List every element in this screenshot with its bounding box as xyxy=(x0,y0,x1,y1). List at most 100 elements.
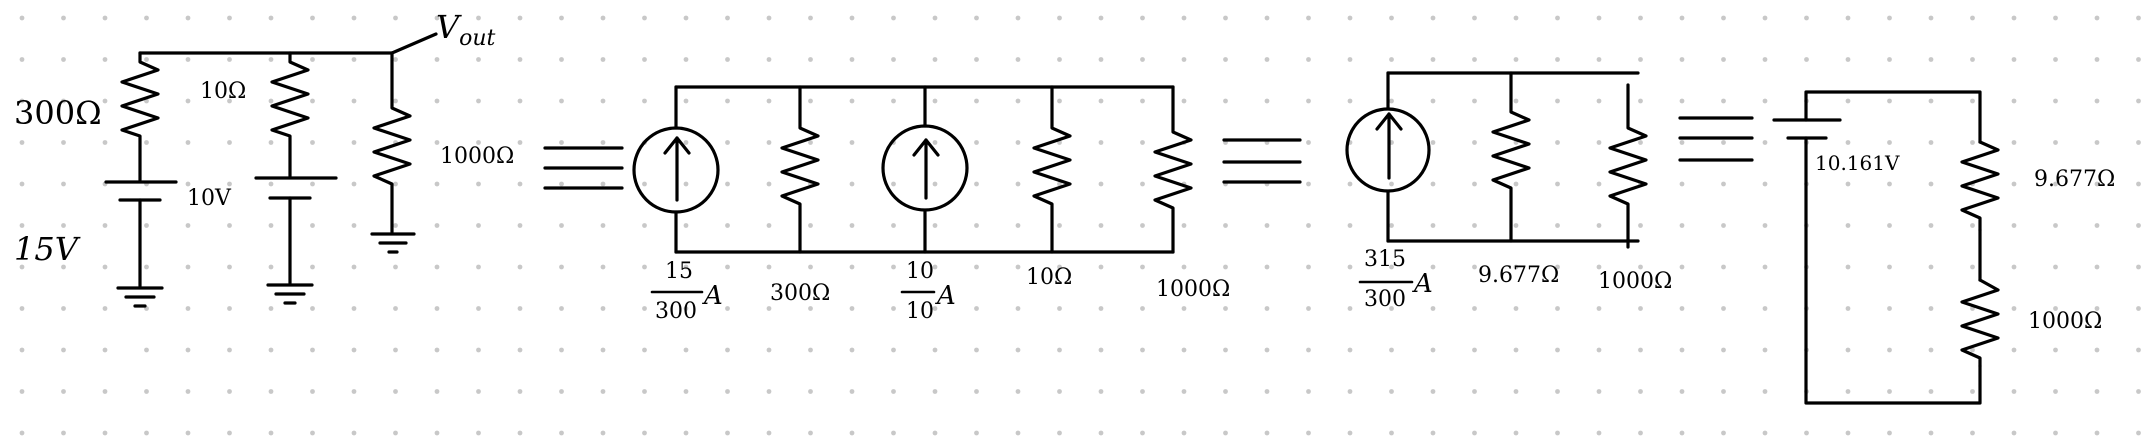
grid-dot xyxy=(185,181,191,187)
svg-text:10: 10 xyxy=(906,299,934,324)
grid-dot xyxy=(849,98,855,104)
grid-dot xyxy=(1555,223,1560,228)
circuit-combined-source: 315 300 A 9.677Ω 1000Ω xyxy=(1345,71,1672,312)
grid-dot xyxy=(1513,57,1519,62)
grid-dot xyxy=(1347,15,1353,21)
grid-dot xyxy=(351,181,357,187)
grid-dot xyxy=(1513,306,1519,311)
grid-dot xyxy=(310,347,315,353)
grid-dot xyxy=(1264,15,1270,21)
grid-dot xyxy=(1845,140,1851,145)
c1-r300-label: 300Ω xyxy=(14,94,102,132)
grid-dot xyxy=(1015,430,1021,436)
grid-dot xyxy=(642,306,647,311)
grid-dot xyxy=(19,223,25,228)
svg-text:A: A xyxy=(702,281,723,311)
grid-dot xyxy=(1181,389,1187,394)
grid-dot xyxy=(61,347,66,353)
grid-dot xyxy=(1762,223,1768,228)
grid-dot xyxy=(1721,430,1726,436)
grid-dot xyxy=(849,264,855,270)
grid-dot xyxy=(185,306,191,311)
grid-dot xyxy=(351,57,357,62)
grid-dot xyxy=(1472,98,1477,104)
c3-current-source xyxy=(1345,107,1431,193)
grid-dot xyxy=(517,223,523,228)
grid-dot xyxy=(891,306,896,311)
circuit-original: Vout 300Ω 10Ω 1000Ω 15V 10V xyxy=(14,8,514,308)
grid-dot xyxy=(1264,430,1270,436)
grid-dot xyxy=(600,347,606,353)
c3-r1000-label: 1000Ω xyxy=(1598,269,1672,294)
grid-dot xyxy=(476,223,481,228)
grid-dot xyxy=(1140,140,1145,145)
grid-dot xyxy=(891,181,896,187)
grid-dot xyxy=(1264,347,1270,353)
grid-dot xyxy=(1721,140,1726,145)
grid-dot xyxy=(476,430,481,436)
grid-dot xyxy=(102,264,108,270)
grid-dot xyxy=(2094,15,2100,21)
grid-dot xyxy=(227,264,232,270)
grid-dot xyxy=(351,98,357,104)
c2-current-source-2 xyxy=(881,124,969,212)
grid-dot xyxy=(2094,430,2100,436)
grid-dot xyxy=(1596,15,1602,21)
grid-dot xyxy=(227,389,232,394)
grid-dot xyxy=(683,181,689,187)
c2-i1-label: 15 300 A xyxy=(650,259,723,324)
grid-dot xyxy=(725,57,730,62)
grid-dot xyxy=(932,389,938,394)
grid-dot xyxy=(932,57,938,62)
grid-dot xyxy=(600,430,606,436)
grid-dot xyxy=(227,306,232,311)
grid-dot xyxy=(642,181,647,187)
grid-dot xyxy=(1721,264,1726,270)
grid-dot xyxy=(1472,430,1477,436)
grid-dot xyxy=(1223,264,1228,270)
grid-dot xyxy=(1057,430,1062,436)
grid-dot xyxy=(1887,306,1892,311)
grid-dot xyxy=(1513,430,1519,436)
grid-dot xyxy=(725,347,730,353)
grid-dot xyxy=(1430,181,1436,187)
grid-dot xyxy=(1472,223,1477,228)
grid-dot xyxy=(1223,57,1228,62)
grid-dot xyxy=(1223,98,1228,104)
grid-dot xyxy=(310,430,315,436)
grid-dot xyxy=(393,98,398,104)
grid-dot xyxy=(2094,223,2100,228)
grid-dot xyxy=(227,347,232,353)
grid-dot xyxy=(1638,223,1643,228)
grid-dot xyxy=(849,347,855,353)
grid-dot xyxy=(1347,223,1353,228)
grid-dot xyxy=(1928,430,1934,436)
circuit-source-transform: 15 300 A 300Ω 10 10 A 10Ω 1000Ω xyxy=(632,85,1230,324)
grid-dot xyxy=(227,430,232,436)
grid-dot xyxy=(1140,264,1145,270)
c1-vout-lead xyxy=(390,32,438,55)
grid-dot xyxy=(19,140,25,145)
grid-dot xyxy=(1762,430,1768,436)
grid-dot xyxy=(61,140,66,145)
grid-dot xyxy=(393,15,398,21)
grid-dot xyxy=(559,264,564,270)
grid-dot xyxy=(1389,223,1394,228)
c1-ground-3 xyxy=(370,232,416,254)
grid-dot xyxy=(351,430,357,436)
grid-dot xyxy=(1555,306,1560,311)
c3-source-arrow xyxy=(1375,112,1403,180)
grid-dot xyxy=(1181,15,1187,21)
grid-dot xyxy=(1596,223,1602,228)
grid-dot xyxy=(891,347,896,353)
grid-dot xyxy=(1721,347,1726,353)
grid-dot xyxy=(351,347,357,353)
c2-source1-arrow xyxy=(663,136,691,202)
grid-dot xyxy=(1264,306,1270,311)
grid-dot xyxy=(1887,347,1892,353)
grid-dot xyxy=(2094,57,2100,62)
grid-dot xyxy=(19,389,25,394)
grid-dot xyxy=(1098,98,1104,104)
grid-dot xyxy=(1140,430,1145,436)
grid-dot xyxy=(891,430,896,436)
